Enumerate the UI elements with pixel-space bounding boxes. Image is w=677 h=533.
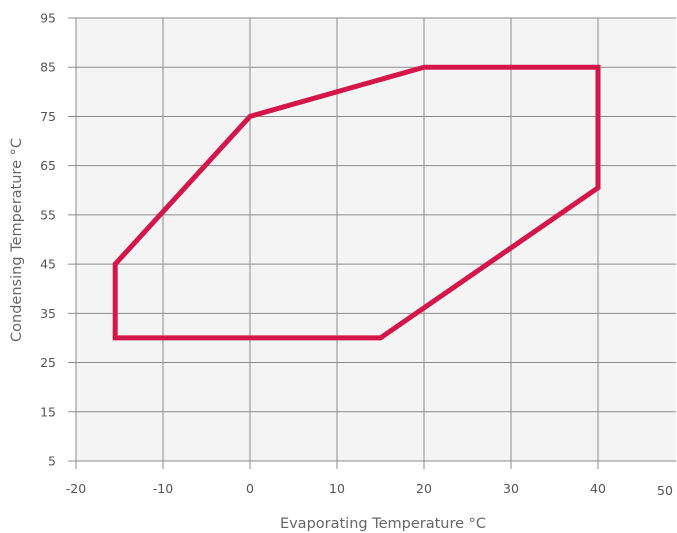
x-tick-label: 40 bbox=[590, 481, 606, 496]
x-tick-label: -10 bbox=[153, 481, 173, 496]
x-tick-label: -20 bbox=[66, 481, 86, 496]
x-tick-label: 30 bbox=[503, 481, 519, 496]
x-tick-label: 0 bbox=[246, 481, 254, 496]
y-tick-label: 65 bbox=[40, 158, 56, 173]
grid bbox=[68, 17, 676, 469]
y-tick-label: 35 bbox=[40, 306, 56, 321]
y-tick-label: 45 bbox=[40, 257, 56, 272]
series-layer bbox=[112, 64, 601, 341]
x-axis-ticks: -20 -10 0 10 20 30 40 50 bbox=[66, 481, 673, 498]
y-axis-ticks: 95 85 75 65 55 45 35 25 15 5 bbox=[40, 11, 56, 469]
y-tick-label: 75 bbox=[40, 109, 56, 124]
envelope-line bbox=[112, 64, 601, 341]
x-tick-label: 50 bbox=[657, 483, 673, 498]
plot-background bbox=[76, 18, 676, 461]
y-tick-label: 85 bbox=[40, 60, 56, 75]
x-tick-label: 10 bbox=[329, 481, 345, 496]
y-axis-label: Condensing Temperature °C bbox=[9, 138, 25, 342]
x-axis-label: Evaporating Temperature °C bbox=[280, 516, 486, 532]
y-tick-label: 95 bbox=[40, 11, 56, 26]
y-tick-label: 15 bbox=[40, 404, 56, 419]
x-tick-label: 20 bbox=[416, 481, 432, 496]
y-tick-label: 55 bbox=[40, 207, 56, 222]
y-tick-label: 25 bbox=[40, 355, 56, 370]
y-tick-label: 5 bbox=[48, 454, 56, 469]
